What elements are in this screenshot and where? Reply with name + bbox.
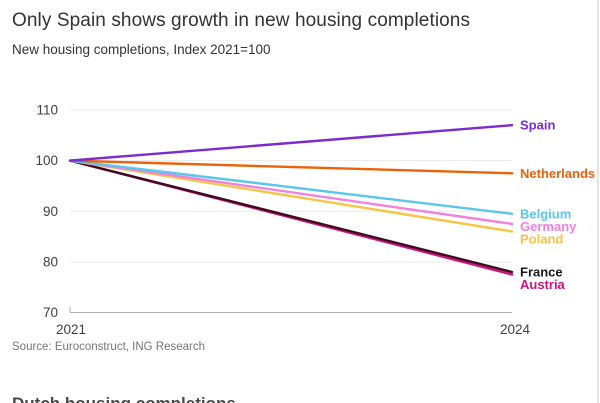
page-edge-divider (597, 0, 599, 403)
next-section-heading-clipped: Dutch housing completions (12, 394, 572, 403)
series-line-germany (68, 159, 514, 226)
source-note: Source: Euroconstruct, ING Research (12, 341, 206, 353)
chart-title: Only Spain shows growth in new housing c… (12, 10, 471, 31)
series-label-germany: Germany (520, 219, 577, 234)
x-tick-label: 2024 (500, 322, 531, 337)
series-line-belgium (68, 159, 514, 215)
series-line-netherlands (68, 159, 514, 175)
y-tick-label: 110 (36, 103, 58, 118)
series-label-austria: Austria (520, 277, 566, 292)
chart-subtitle: New housing completions, Index 2021=100 (12, 42, 271, 57)
series-label-netherlands: Netherlands (520, 166, 595, 181)
series-label-france: France (520, 265, 563, 280)
series-line-spain (68, 123, 514, 162)
series-line-france (68, 159, 514, 274)
y-tick-label: 80 (43, 254, 58, 269)
series-line-poland (68, 159, 514, 233)
x-tick-label: 2021 (56, 322, 86, 337)
y-tick-label: 70 (43, 305, 58, 320)
series-label-spain: Spain (520, 118, 555, 133)
series-label-poland: Poland (520, 231, 563, 246)
y-tick-label: 90 (43, 204, 58, 219)
y-tick-label: 100 (35, 153, 58, 168)
series-label-belgium: Belgium (520, 206, 571, 221)
